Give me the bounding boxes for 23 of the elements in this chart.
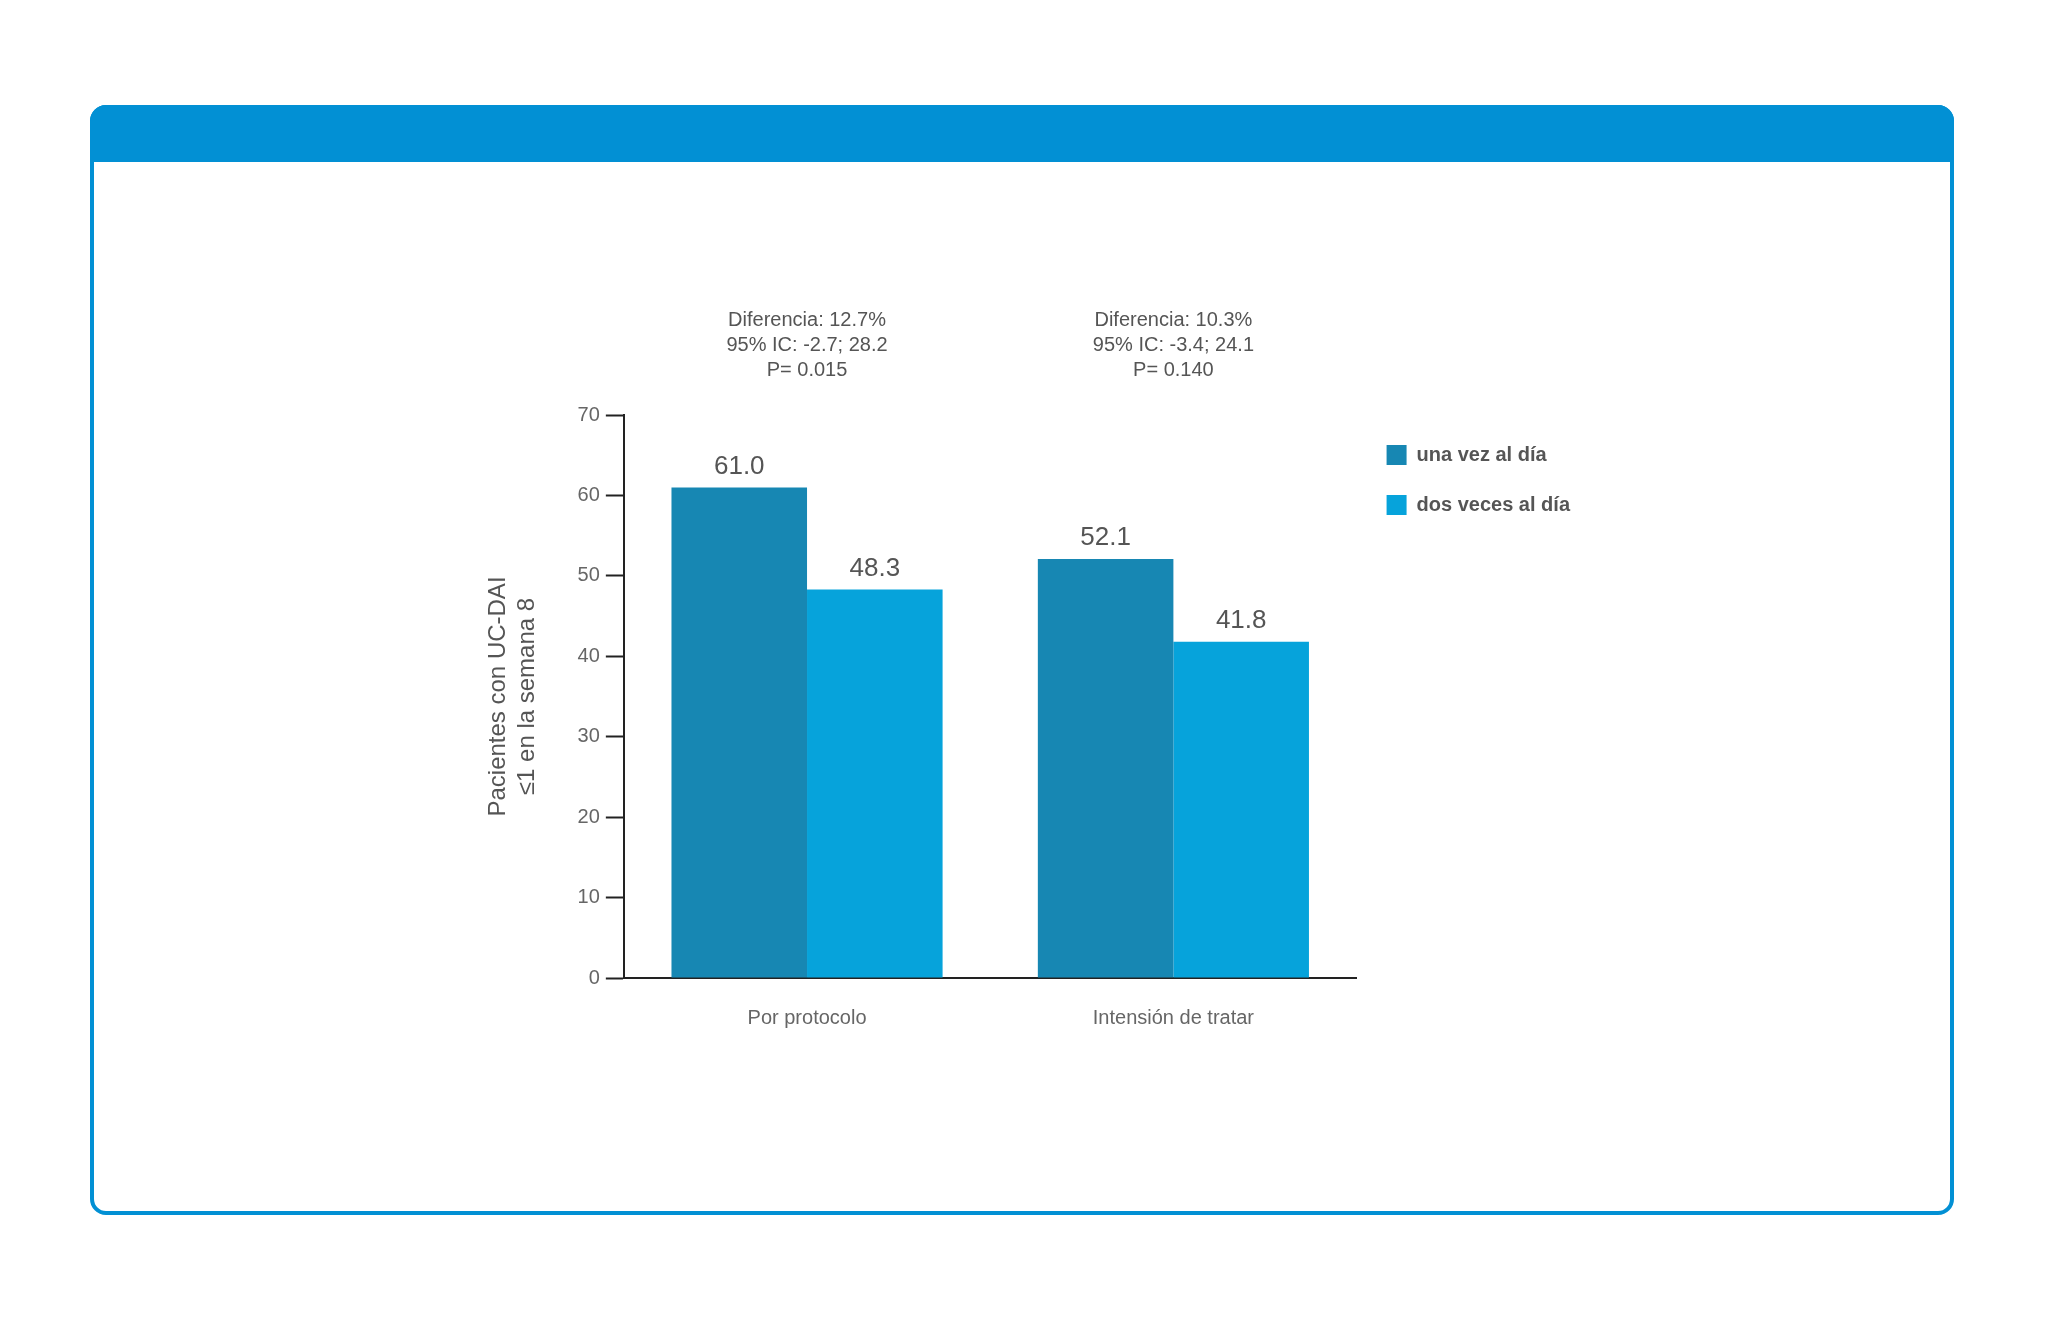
x-tick-label: Por protocolo bbox=[747, 1005, 867, 1028]
data-label: 52.1 bbox=[1080, 521, 1131, 552]
y-tick-label: 10 bbox=[577, 885, 600, 908]
bar bbox=[671, 487, 808, 978]
data-label: 61.0 bbox=[713, 449, 765, 480]
bar bbox=[1037, 558, 1174, 978]
y-tick-label: 40 bbox=[577, 643, 600, 666]
y-tick-label: 20 bbox=[577, 804, 600, 827]
legend-label: dos veces al día bbox=[1416, 492, 1571, 515]
bar bbox=[807, 589, 943, 978]
y-tick-label: 0 bbox=[588, 965, 600, 988]
y-tick-label: 50 bbox=[577, 563, 600, 586]
legend-label: una vez al día bbox=[1416, 442, 1548, 465]
y-tick-label: 70 bbox=[577, 402, 600, 425]
y-axis-title: Pacientes con UC-DAI ≤1 en la semana 8 bbox=[483, 576, 539, 817]
x-tick-label: Intensión de tratar bbox=[1092, 1005, 1255, 1028]
data-label: 48.3 bbox=[849, 551, 901, 582]
data-label: 41.8 bbox=[1215, 603, 1267, 634]
text: Diferencia: 12.7% 95% IC: -2.7; 28.2 P= 0.015 bbox=[726, 307, 888, 380]
y-tick-label: 60 bbox=[577, 482, 600, 505]
y-tick-label: 30 bbox=[577, 724, 600, 747]
bar bbox=[1173, 641, 1309, 978]
text: Diferencia: 10.3% 95% IC: -3.4; 24.1 P= 0.140 bbox=[1092, 307, 1254, 380]
